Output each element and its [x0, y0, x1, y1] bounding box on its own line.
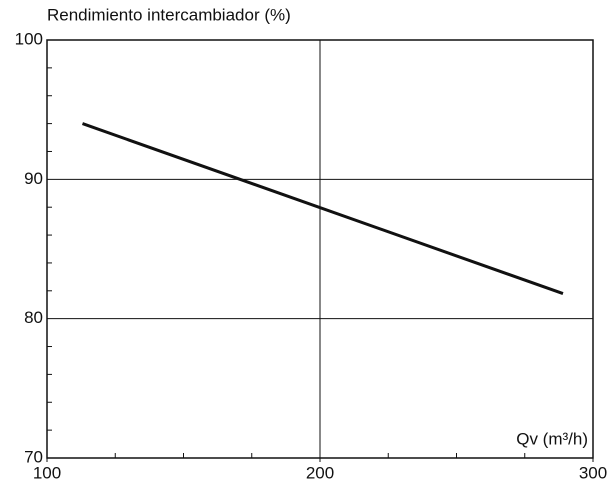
x-tick-label: 200	[306, 463, 334, 482]
data-line	[81, 122, 564, 296]
x-axis-label: Qv (m³/h)	[516, 429, 588, 448]
y-tick-label: 70	[24, 447, 43, 466]
x-tick-label: 100	[33, 463, 61, 482]
x-tick-label: 300	[579, 463, 607, 482]
y-tick-label: 80	[24, 308, 43, 327]
y-tick-label: 100	[15, 29, 43, 48]
y-tick-label: 90	[24, 169, 43, 188]
chart-title: Rendimiento intercambiador (%)	[47, 5, 291, 24]
